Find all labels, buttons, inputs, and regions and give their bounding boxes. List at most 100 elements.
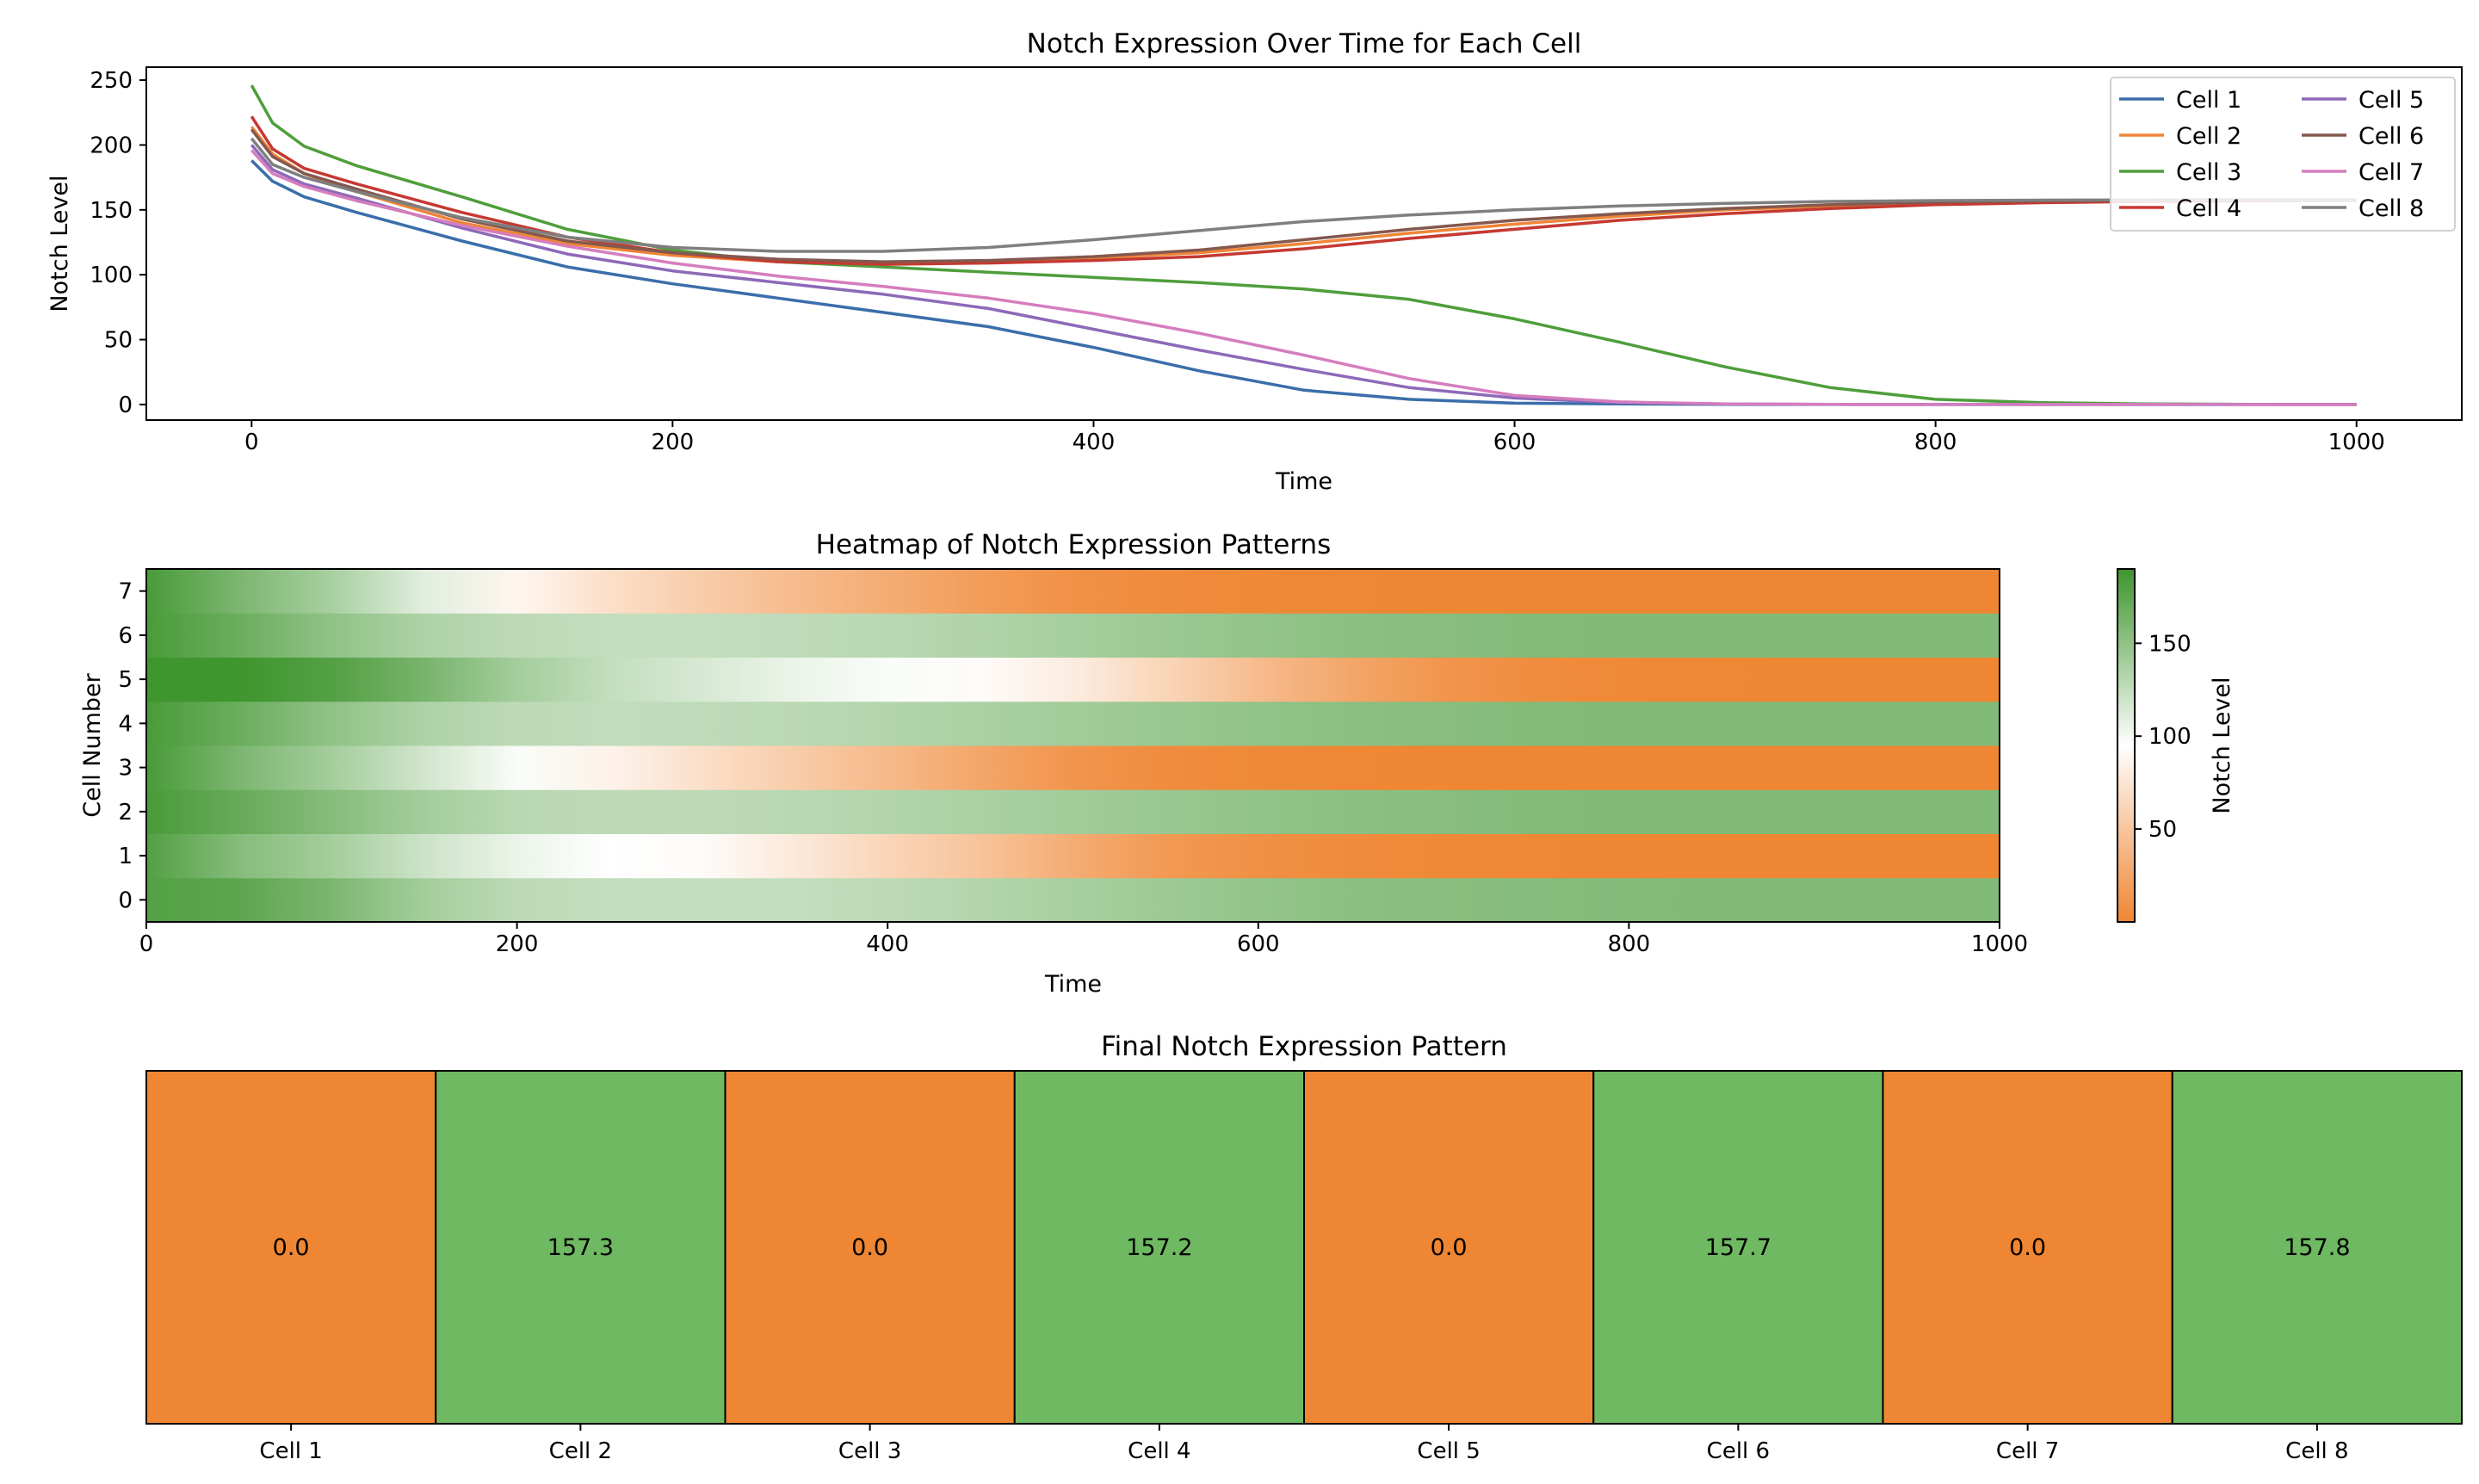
legend-label-cell-5: Cell 5 [2358,87,2424,114]
final-cell-label: Cell 6 [1707,1438,1770,1464]
series-line-cell-8 [250,137,2357,253]
final-cell-value: 157.2 [1126,1234,1192,1261]
x-tick-label: 0 [139,931,154,957]
y-tick-label: 7 [118,579,133,605]
final-cell-1 [145,1070,437,1425]
heatmap-frame [145,568,2000,923]
final-cell-8 [2171,1070,2463,1425]
line-chart-frame [145,66,2463,421]
heatmap-panel: Heatmap of Notch Expression Patterns 0 20… [79,529,2235,998]
heatmap-row-cell-5 [146,657,2000,702]
line-series-group [250,84,2357,406]
legend-label-cell-7: Cell 7 [2358,159,2424,186]
colorbar-ticks: 50 100 150 [2135,631,2192,843]
heatmap-y-ticks: 0 1 2 3 4 5 6 7 [118,579,146,913]
line-chart-legend: Cell 1 Cell 2 Cell 3 Cell 4 Cell 5 Cell 6 Cell… [2110,77,2456,232]
heatmap-xlabel: Time [1044,971,1102,998]
x-tick-label: 400 [1073,430,1116,455]
final-pattern-title: Final Notch Expression Pattern [1101,1031,1507,1062]
y-tick-label: 250 [90,68,133,94]
x-tick-label: 1000 [1971,931,2028,957]
heatmap-row-cell-4 [146,701,2000,746]
legend-box [2110,77,2456,232]
final-cell-2 [435,1070,726,1425]
final-cell-4 [1013,1070,1305,1425]
y-tick-label: 200 [90,133,133,158]
legend-label-cell-8: Cell 8 [2358,195,2424,222]
legend-label-cell-6: Cell 6 [2358,123,2424,150]
final-cell-7 [1882,1070,2173,1425]
heatmap-row-cell-3 [146,745,2000,790]
heatmap-row-cell-2 [146,789,2000,834]
x-tick-label: 600 [1237,931,1280,957]
x-tick-label: 400 [866,931,909,957]
heatmap-title: Heatmap of Notch Expression Patterns [816,529,1332,560]
y-tick-label: 0 [118,887,133,913]
legend-label-cell-3: Cell 3 [2176,159,2241,186]
series-line-cell-4 [250,115,2357,266]
final-pattern-panel: Final Notch Expression Pattern 0.0 Cell 1… [145,1031,2463,1464]
series-line-cell-7 [250,149,2357,406]
x-tick-label: 800 [1914,430,1957,455]
final-cell-value: 0.0 [2009,1234,2046,1261]
heatmap-row-cell-0 [146,877,2000,923]
line-chart-ylabel: Notch Level [46,175,73,312]
x-tick-label: 200 [496,931,539,957]
y-tick-label: 1 [118,844,133,869]
x-tick-label: 800 [1608,931,1651,957]
colorbar-tick-label: 100 [2148,724,2192,750]
final-cell-label: Cell 5 [1417,1438,1480,1464]
final-cell-value: 157.8 [2284,1234,2350,1261]
colorbar-tick-label: 150 [2148,631,2192,657]
final-cell-3 [724,1070,1016,1425]
final-cell-label: Cell 2 [549,1438,612,1464]
final-cell-value: 157.3 [547,1234,614,1261]
y-tick-label: 5 [118,667,133,693]
colorbar-label: Notch Level [2209,677,2235,813]
legend-label-cell-2: Cell 2 [2176,123,2241,150]
legend-label-cell-4: Cell 4 [2176,195,2241,222]
x-tick-label: 200 [652,430,695,455]
y-tick-label: 100 [90,263,133,288]
line-chart-panel: Notch Expression Over Time for Each Cell… [46,28,2463,495]
final-cell-label: Cell 4 [1128,1438,1190,1464]
legend-label-cell-1: Cell 1 [2176,87,2241,114]
final-cell-value: 0.0 [273,1234,310,1261]
line-chart-x-ticks: 0 200 400 600 800 1000 [244,420,2385,455]
heatmap-row-cell-7 [146,569,2000,614]
line-chart-y-ticks: 0 50 100 150 200 250 [90,68,146,418]
series-line-cell-2 [250,126,2357,265]
y-tick-label: 150 [90,198,133,224]
final-cell-label: Cell 8 [2285,1438,2348,1464]
series-line-cell-5 [250,144,2357,406]
final-pattern-cells: 0.0 Cell 1 157.3 Cell 2 0.0 Cell 3 157.2 Cell 4… [145,1070,2463,1464]
heatmap-ylabel: Cell Number [79,672,106,817]
series-line-cell-3 [250,84,2357,406]
y-tick-label: 2 [118,800,133,825]
line-chart-xlabel: Time [1275,468,1332,495]
series-line-cell-1 [250,159,2357,406]
y-tick-label: 50 [104,328,133,354]
colorbar [2117,568,2136,923]
x-tick-label: 1000 [2328,430,2385,455]
y-tick-label: 3 [118,756,133,782]
heatmap-row-cell-1 [146,833,2000,879]
final-cell-label: Cell 7 [1996,1438,2059,1464]
y-tick-label: 6 [118,623,133,649]
x-tick-label: 600 [1493,430,1536,455]
x-tick-label: 0 [244,430,259,455]
heatmap-rows [146,569,2000,923]
heatmap-row-cell-6 [146,613,2000,658]
final-cell-label: Cell 1 [259,1438,322,1464]
series-line-cell-6 [250,128,2357,263]
final-cell-value: 157.7 [1705,1234,1771,1261]
final-cell-6 [1592,1070,1884,1425]
final-cell-value: 0.0 [851,1234,888,1261]
y-tick-label: 0 [118,393,133,418]
colorbar-tick-label: 50 [2148,817,2177,843]
line-chart-title: Notch Expression Over Time for Each Cell [1027,28,1582,59]
heatmap-x-ticks: 0 200 400 600 800 1000 [139,922,2028,957]
y-tick-label: 4 [118,711,133,737]
final-cell-label: Cell 3 [838,1438,901,1464]
